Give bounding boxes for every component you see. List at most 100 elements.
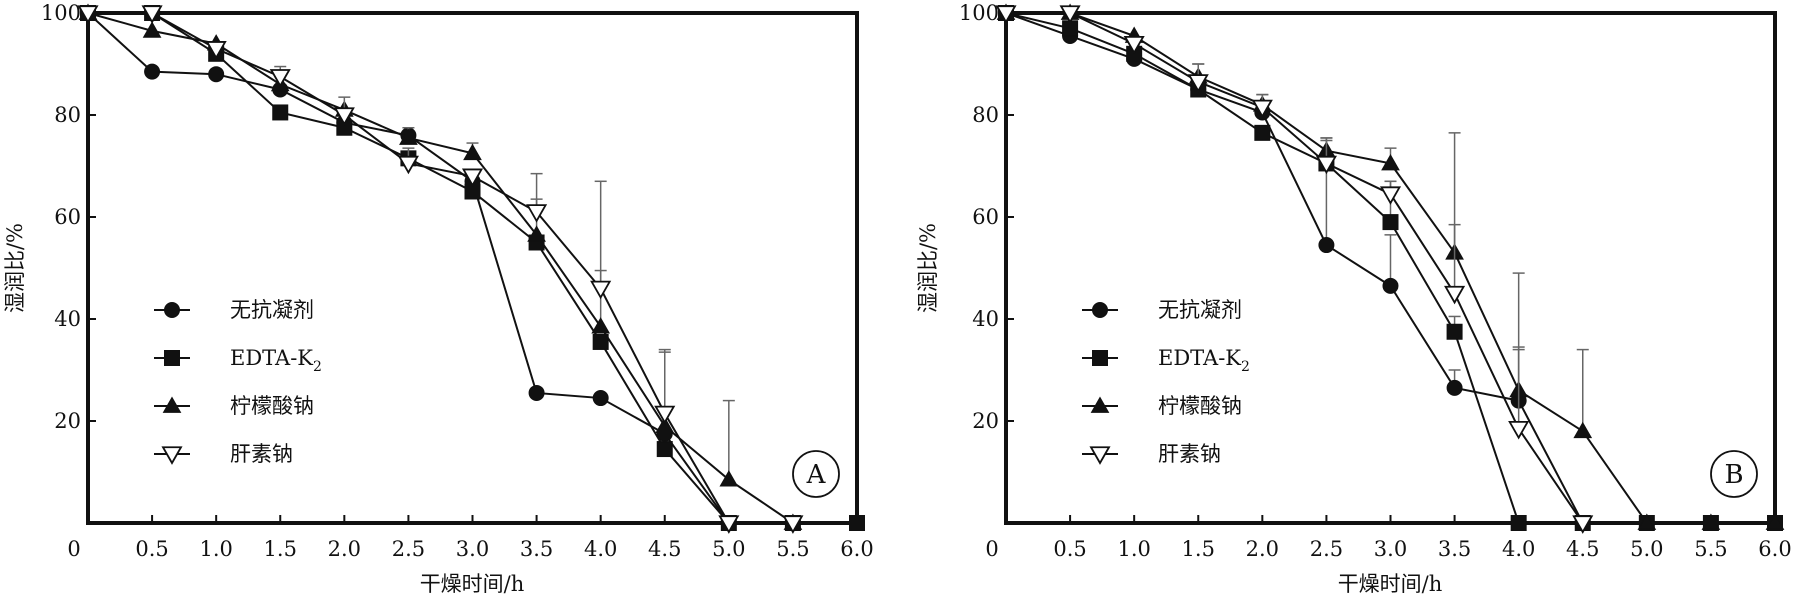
legend-label: EDTA-K2: [230, 346, 322, 375]
legend-item: 无抗凝剂: [1082, 298, 1242, 322]
x-tick-label: 5.5: [776, 537, 809, 561]
x-tick-label: 2.5: [1310, 537, 1343, 561]
chart-panel-a: 100 80 60 40 20 0 0.5 1.0 1.5 2.0 2.5 3.0 3.5 4.0 4.5 5…: [3, 1, 874, 596]
x-tick-label: 0: [67, 537, 80, 561]
legend-subscript: 2: [313, 359, 322, 375]
legend-marker: [1089, 446, 1111, 465]
legend-label: 柠檬酸钠: [1158, 394, 1242, 418]
data-point: [1572, 515, 1594, 534]
series-1: [998, 5, 1783, 531]
data-point: [1510, 515, 1527, 531]
x-tick-label: 0: [985, 537, 998, 561]
legend-marker: [161, 446, 183, 465]
data-point: [1508, 420, 1530, 440]
y-tick-label: 40: [972, 307, 999, 331]
data-point: [592, 333, 609, 350]
x-axis-label: 干燥时间/h: [420, 572, 525, 596]
data-point: [1446, 379, 1463, 396]
data-point: [849, 515, 865, 531]
legend-marker: [164, 302, 180, 318]
series-line: [88, 12, 793, 524]
data-point: [77, 5, 99, 24]
legend-item: 肝素钠: [1082, 442, 1221, 466]
panel-label-circle: [1710, 450, 1758, 498]
data-point: [528, 384, 545, 401]
data-point: [590, 280, 612, 300]
data-point: [1573, 421, 1593, 439]
panel-label: B: [1724, 460, 1743, 490]
series-1: [80, 5, 865, 531]
x-tick-label: 3.5: [1438, 537, 1471, 561]
legend-item: 无抗凝剂: [154, 298, 314, 322]
x-tick-label: 6.0: [840, 537, 873, 561]
y-tick-label: 60: [972, 205, 999, 229]
data-point: [1379, 186, 1402, 205]
plot-frame: [86, 11, 859, 525]
data-point: [1187, 74, 1209, 93]
x-tick-label: 4.0: [584, 537, 617, 561]
series-line: [87, 12, 857, 524]
x-tick-label: 3.5: [520, 537, 553, 561]
data-point: [272, 104, 289, 121]
x-tick-label: 0.5: [1053, 537, 1086, 561]
x-tick-label: 1.0: [199, 537, 232, 561]
data-point: [1318, 237, 1335, 254]
data-point: [141, 5, 163, 24]
chart-panel-b: 100 80 60 40 20 0 0.5 1.0 1.5 2.0 2.5 3.0 3.5 4.0 4.5 5…: [916, 1, 1792, 596]
series-3: [78, 3, 803, 530]
x-tick-label: 4.0: [1502, 537, 1535, 561]
legend-marker: [1092, 350, 1108, 366]
data-point: [656, 441, 673, 458]
y-tick-label: 60: [54, 205, 81, 229]
data-point: [1251, 99, 1273, 119]
data-point: [1123, 35, 1145, 55]
legend-subscript: 2: [1241, 359, 1250, 375]
panel-label-circle: [792, 450, 840, 498]
legend-label: 无抗凝剂: [1158, 298, 1242, 322]
data-point: [1765, 513, 1785, 530]
x-tick-label: 0.5: [135, 537, 168, 561]
y-tick-label: 20: [54, 409, 81, 433]
data-point: [1381, 153, 1400, 171]
data-point: [592, 390, 609, 407]
data-point: [399, 128, 418, 145]
x-tick-label: 1.5: [264, 537, 297, 561]
x-tick-label: 3.0: [456, 537, 489, 561]
y-axis-label: 湿润比/%: [916, 223, 940, 313]
data-point: [461, 168, 484, 188]
data-point: [995, 5, 1017, 24]
legend-marker: [162, 396, 182, 413]
legend-marker: [1090, 396, 1110, 413]
x-tick-label: 3.0: [1374, 537, 1407, 561]
data-point: [269, 69, 291, 88]
legend-label: 肝素钠: [230, 442, 293, 466]
data-point: [1382, 214, 1399, 231]
data-point: [654, 405, 676, 425]
series-line: [1006, 12, 1584, 524]
data-point: [782, 515, 804, 534]
series-4: [77, 5, 804, 534]
data-point: [463, 143, 482, 161]
data-point: [1059, 5, 1081, 24]
panel-label: A: [806, 460, 827, 490]
data-point: [208, 66, 225, 83]
data-point: [1254, 124, 1271, 141]
x-tick-label: 4.5: [1566, 537, 1599, 561]
y-tick-label: 20: [972, 409, 999, 433]
y-tick-label: 100: [41, 1, 81, 25]
data-point: [1446, 323, 1463, 340]
data-point: [333, 107, 355, 126]
series-2: [80, 5, 865, 531]
series-line: [88, 12, 857, 524]
legend-item: 柠檬酸钠: [154, 394, 314, 418]
x-tick-label: 1.5: [1182, 537, 1215, 561]
y-tick-label: 80: [972, 103, 999, 127]
x-axis-label: 干燥时间/h: [1338, 572, 1443, 596]
x-tick-label: 2.5: [392, 537, 425, 561]
data-point: [144, 63, 161, 80]
legend-item: 柠檬酸钠: [1082, 394, 1242, 418]
data-point: [1382, 277, 1399, 294]
